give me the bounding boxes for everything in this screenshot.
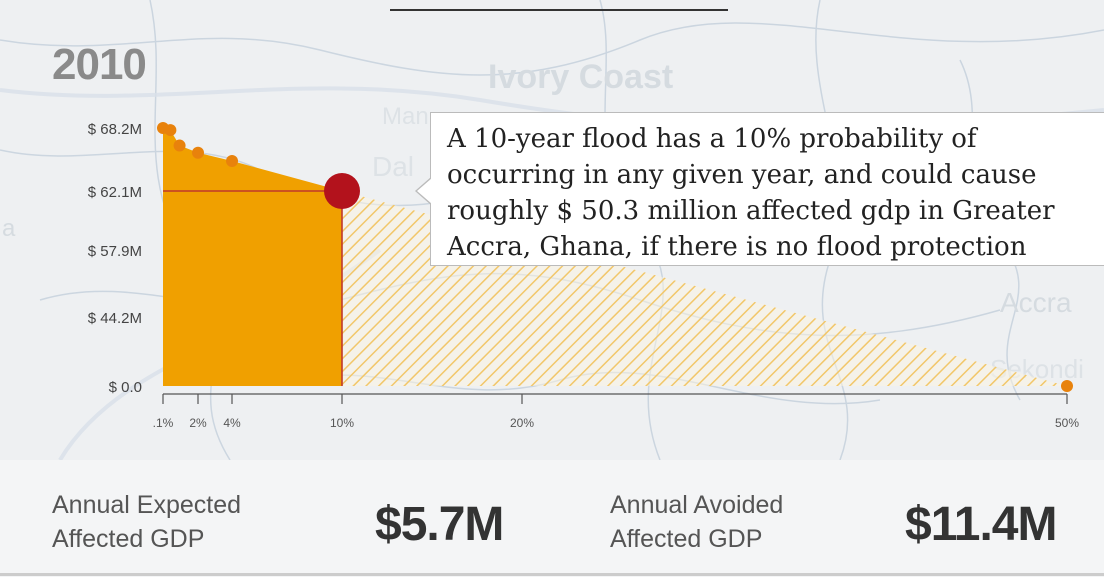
avoided-label-line1: Annual Avoided (610, 491, 784, 519)
expected-label-line2: Affected GDP (52, 525, 205, 553)
x-tick-label: 4% (223, 416, 241, 430)
top-divider (390, 9, 728, 11)
x-tick-label: 10% (330, 416, 354, 430)
tooltip-pointer-inner (417, 178, 432, 204)
x-tick-label: .1% (153, 416, 174, 430)
protected-area (163, 128, 342, 386)
x-tick-label: 20% (510, 416, 534, 430)
y-tick-label: $ 0.0 (109, 379, 142, 396)
flood-tooltip: A 10-year flood has a 10% probability of… (430, 112, 1104, 266)
data-point[interactable] (173, 139, 186, 152)
year-title: 2010 (52, 40, 147, 89)
expected-affected-gdp-value: $5.7M (375, 498, 504, 551)
avoided-affected-gdp-label: Annual Avoided Affected GDP (610, 488, 783, 556)
map-label-dal: Dal (372, 151, 414, 182)
avoided-affected-gdp-value: $11.4M (905, 498, 1057, 551)
map-label-man: Man (382, 103, 429, 130)
data-point[interactable] (1061, 380, 1073, 392)
y-tick-label: $ 44.2M (88, 310, 142, 327)
y-tick-label: $ 62.1M (88, 184, 142, 201)
tooltip-text: A 10-year flood has a 10% probability of… (447, 124, 1055, 262)
data-point[interactable] (192, 146, 204, 159)
selected-data-point[interactable] (324, 173, 360, 209)
avoided-label-line2: Affected GDP (610, 525, 763, 553)
expected-affected-gdp-label: Annual Expected Affected GDP (52, 488, 241, 556)
map-label-a: a (2, 215, 16, 242)
expected-label-line1: Annual Expected (52, 491, 242, 519)
map-label-accra: Accra (1000, 287, 1072, 318)
map-label-ivory-coast: Ivory Coast (488, 58, 673, 96)
data-point[interactable] (226, 155, 238, 168)
x-tick-label: 50% (1055, 416, 1079, 430)
y-tick-label: $ 68.2M (88, 121, 142, 138)
bottom-divider (0, 573, 1104, 576)
x-tick-label: 2% (189, 416, 207, 430)
data-point[interactable] (164, 124, 177, 137)
y-tick-label: $ 57.9M (88, 243, 142, 260)
